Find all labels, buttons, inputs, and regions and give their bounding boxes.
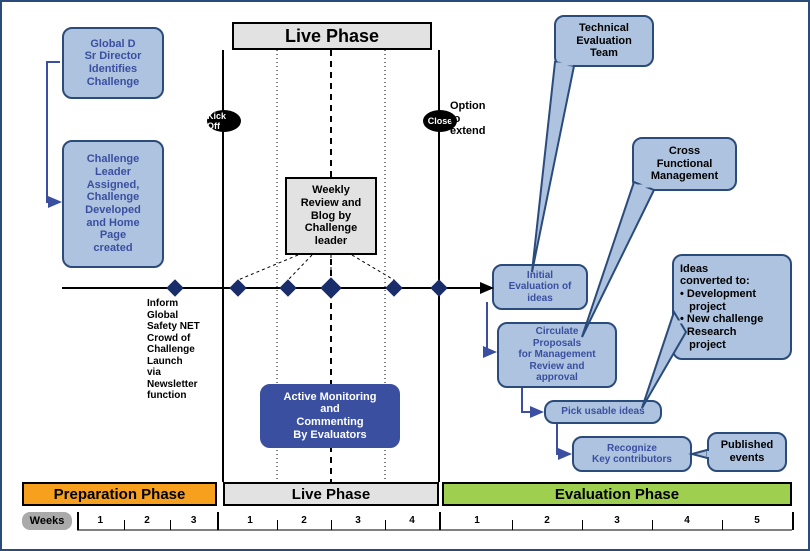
preparation-phase-bar: Preparation Phase [22, 482, 217, 506]
diagram-stage: Live Phase Kick Off Close Option to exte… [0, 0, 810, 551]
live-phase-bar: Live Phase [223, 482, 439, 506]
initial-evaluation-box: Initial Evaluation of ideas [492, 264, 588, 310]
inform-newsletter-text: Inform Global Safety NET Crowd of Challe… [147, 298, 200, 402]
circulate-proposals-box: Circulate Proposals for Management Revie… [497, 322, 617, 388]
week-number: 3 [348, 515, 368, 526]
week-number: 5 [747, 515, 767, 526]
pick-usable-ideas-box: Pick usable ideas [544, 400, 662, 424]
challenge-assigned-box: Challenge Leader Assigned, Challenge Dev… [62, 140, 164, 268]
week-number: 3 [184, 515, 204, 526]
tech-eval-team-box: Technical Evaluation Team [554, 15, 654, 67]
weekly-review-box: Weekly Review and Blog by Challenge lead… [285, 177, 377, 255]
option-to-extend-text: Option to extend [450, 100, 485, 138]
week-number: 2 [537, 515, 557, 526]
live-phase-title-box: Live Phase [232, 22, 432, 50]
identify-challenge-box: Global D Sr Director Identifies Challeng… [62, 27, 164, 99]
week-number: 1 [467, 515, 487, 526]
week-number: 1 [90, 515, 110, 526]
cross-functional-box: Cross Functional Management [632, 137, 737, 191]
evaluation-phase-bar: Evaluation Phase [442, 482, 792, 506]
weeks-label-pill: Weeks [22, 512, 72, 530]
active-monitoring-box: Active Monitoring and Commenting By Eval… [260, 384, 400, 448]
recognize-contributors-box: Recognize Key contributors [572, 436, 692, 472]
ideas-converted-box: Ideas converted to: • Development projec… [672, 254, 792, 360]
week-number: 1 [240, 515, 260, 526]
week-number: 2 [294, 515, 314, 526]
published-events-box: Published events [707, 432, 787, 472]
week-number: 4 [402, 515, 422, 526]
week-number: 2 [137, 515, 157, 526]
week-number: 3 [607, 515, 627, 526]
kickoff-oval: Kick Off [207, 110, 241, 132]
week-number: 4 [677, 515, 697, 526]
